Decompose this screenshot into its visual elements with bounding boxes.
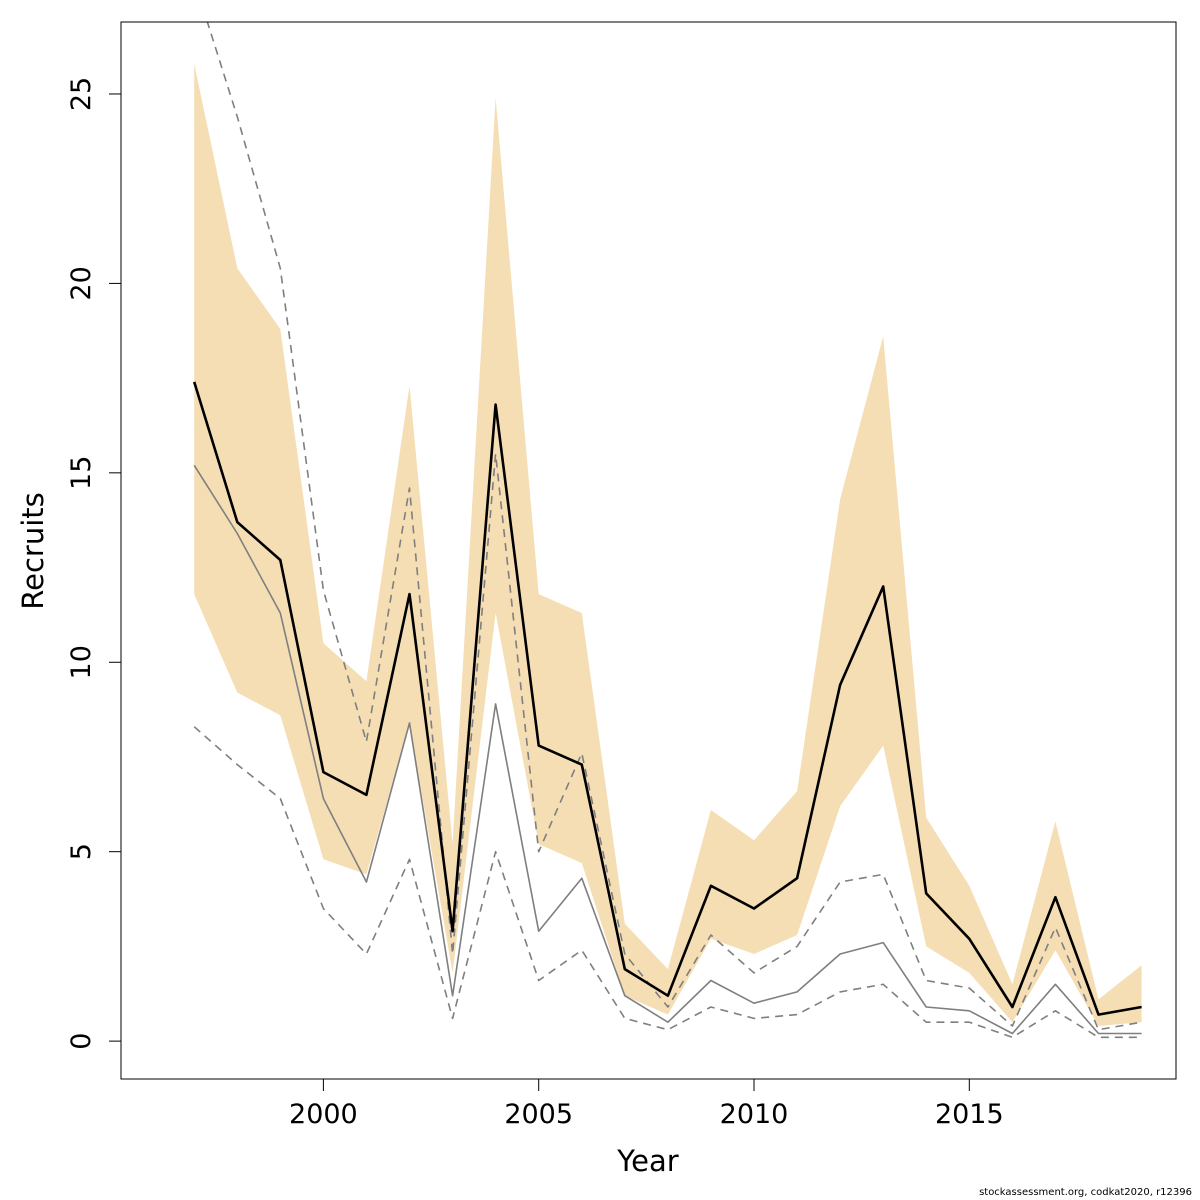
series-line-solid-grey-1 [193,464,1142,1035]
y-tick-label: 15 [66,456,97,490]
y-axis-label: Recruits [16,492,50,609]
confidence-band [194,63,1142,1026]
x-axis: 2000 2005 2010 2015 [289,1078,1004,1130]
y-axis: 0 5 10 15 20 25 [66,77,122,1050]
series-line-solid-black-0 [192,381,1142,1016]
confidence-band-layer [194,63,1142,1026]
x-tick-label: 2015 [935,1099,1004,1130]
y-tick-label: 0 [66,1033,97,1050]
y-tick-label: 20 [66,266,97,300]
x-tick-label: 2005 [504,1099,573,1130]
x-tick-label: 2000 [289,1099,358,1130]
series-layer [192,22,1142,1039]
series-line-dashed-grey-2 [206,22,1142,1031]
x-tick-label: 2010 [720,1099,789,1130]
y-tick-label: 10 [66,645,97,679]
x-axis-label: Year [616,1144,678,1178]
y-tick-label: 5 [66,843,97,860]
footer-credit: stockassessment.org, codkat2020, r12396 [979,1187,1192,1198]
y-tick-label: 25 [66,77,97,111]
series-line-dashed-grey-3 [193,726,1142,1039]
